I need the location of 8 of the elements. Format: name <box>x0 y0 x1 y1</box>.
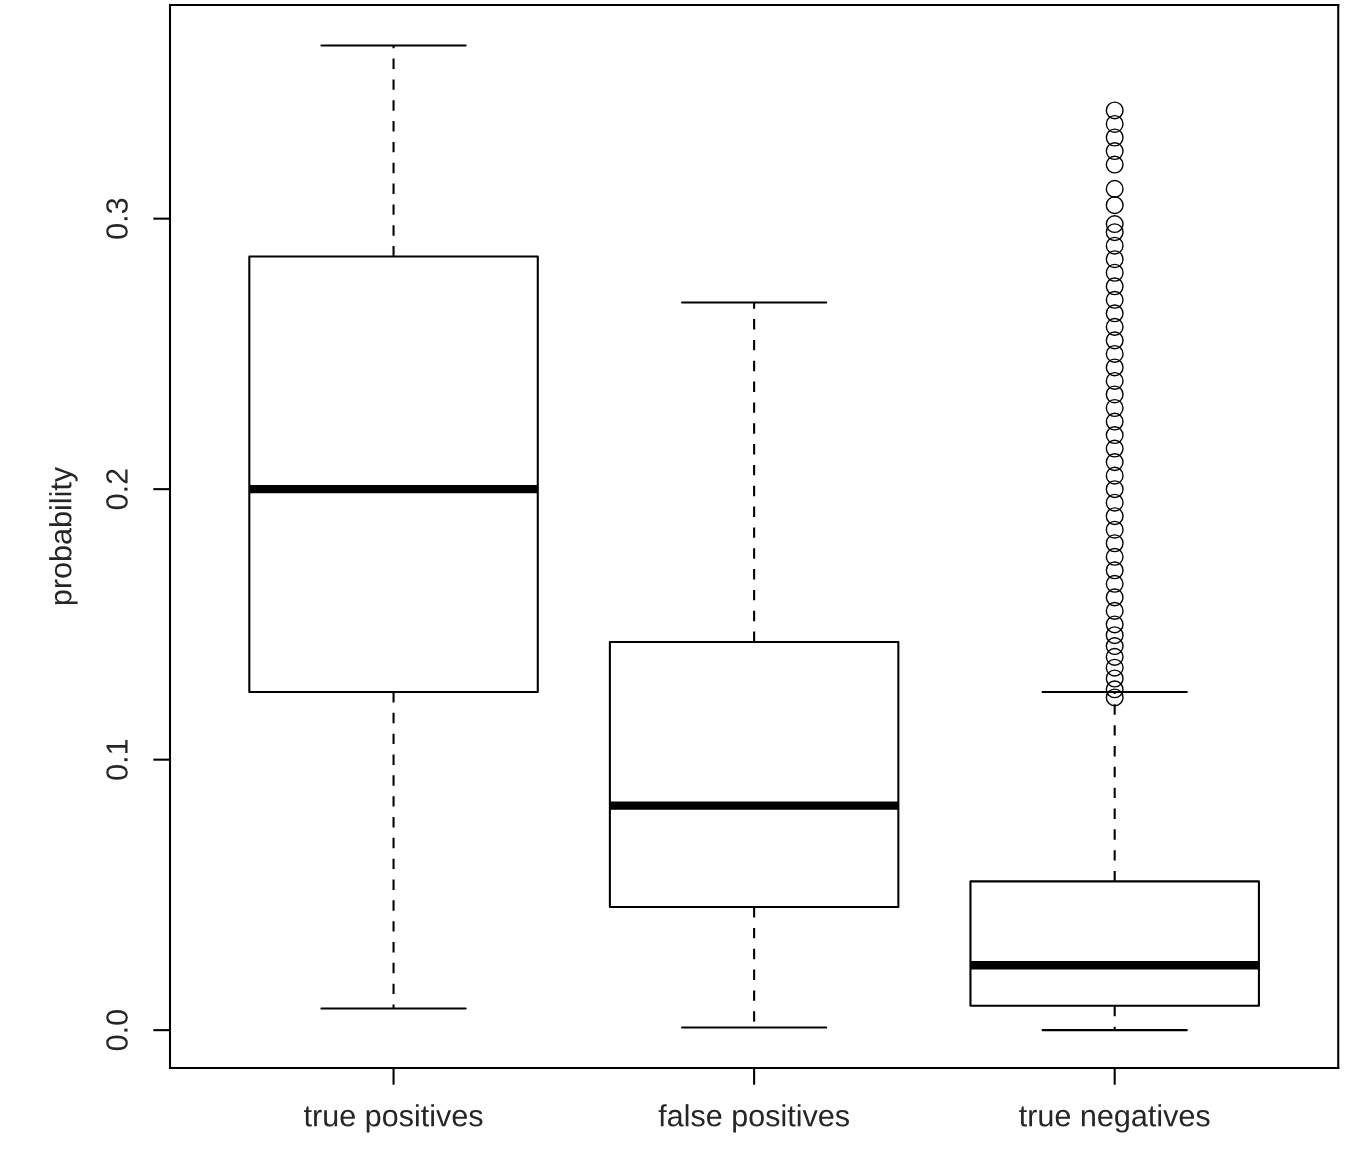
x-tick-label: true positives <box>304 1104 483 1133</box>
y-axis-title: probability <box>49 466 78 605</box>
y-tick-label: 0.3 <box>106 198 128 239</box>
y-tick-label: 0.2 <box>106 469 128 510</box>
y-tick-label: 0.1 <box>106 739 128 780</box>
x-tick-label: false positives <box>658 1104 849 1133</box>
x-tick-label: true negatives <box>1019 1104 1210 1133</box>
y-tick-label: 0.0 <box>106 1010 128 1051</box>
